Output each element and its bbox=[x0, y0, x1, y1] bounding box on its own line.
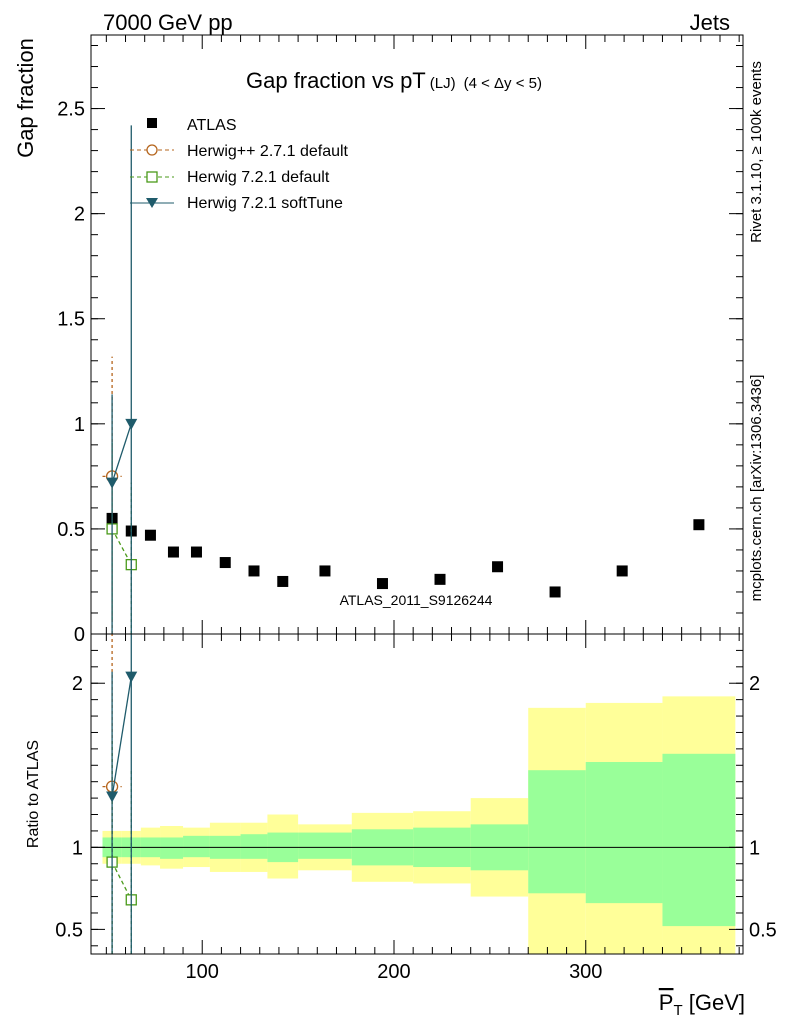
ratio-frame bbox=[90, 633, 744, 955]
ratio-xtick-label: 200 bbox=[377, 961, 410, 983]
main-atlas-point bbox=[167, 546, 179, 558]
legend-label-softtune: Herwig 7.2.1 softTune bbox=[187, 195, 343, 212]
main-axis-ticks: 0 0.5 1 1.5 2 2.5 bbox=[57, 35, 743, 646]
main-ytick-label: 0 bbox=[74, 624, 85, 646]
legend-label-herwigpp: Herwig++ 2.7.1 default bbox=[187, 143, 349, 160]
main-atlas-point bbox=[616, 565, 628, 577]
ratio-ytick-label-left: 1 bbox=[72, 837, 83, 859]
legend-marker-herwig721 bbox=[146, 171, 158, 183]
main-ytick-label: 2 bbox=[74, 204, 85, 226]
ratio-ytick-label-right: 0.5 bbox=[749, 919, 777, 941]
ratio-band-inner bbox=[183, 835, 210, 858]
ratio-xtick-label: 100 bbox=[186, 961, 219, 983]
ratio-band-inner bbox=[160, 837, 184, 859]
main-atlas-point bbox=[277, 575, 289, 587]
legend-label-herwig721: Herwig 7.2.1 default bbox=[187, 169, 330, 186]
process-label: Jets bbox=[690, 10, 730, 35]
ratio-band-inner bbox=[298, 832, 352, 859]
ratio-band-inner bbox=[662, 753, 736, 927]
main-atlas-point bbox=[376, 578, 388, 590]
legend-entry-herwig721: Herwig 7.2.1 default bbox=[130, 169, 330, 186]
ratio-ylabel: Ratio to ATLAS bbox=[25, 740, 42, 848]
main-atlas-point bbox=[248, 565, 260, 577]
ratio-herwig721-line bbox=[111, 861, 132, 901]
main-atlas-point bbox=[219, 557, 231, 569]
ratio-xtick-label: 300 bbox=[569, 961, 602, 983]
main-atlas-point bbox=[693, 519, 705, 531]
legend: ATLAS Herwig++ 2.7.1 default Herwig 7.2.… bbox=[130, 117, 349, 212]
ratio-band-inner bbox=[240, 834, 268, 859]
main-softtune-point bbox=[106, 477, 119, 489]
ratio-softtune-point bbox=[106, 791, 119, 803]
legend-marker-softtune bbox=[146, 198, 158, 208]
legend-entry-softtune: Herwig 7.2.1 softTune bbox=[130, 195, 343, 212]
main-atlas-point bbox=[434, 573, 446, 585]
main-ytick-label: 1.5 bbox=[57, 309, 85, 331]
main-panel: 0 0.5 1 1.5 2 2.5 Gap fraction vs pT (LJ) (4 < … bbox=[13, 34, 744, 646]
ratio-bands bbox=[102, 696, 736, 954]
legend-marker-atlas bbox=[147, 118, 157, 128]
main-ylabel: Gap fraction bbox=[13, 38, 38, 158]
mcplots-label: mcplots.cern.ch [arXiv:1306.3436] bbox=[748, 375, 765, 602]
ratio-band-inner bbox=[585, 762, 663, 904]
energy-label: 7000 GeV pp bbox=[103, 10, 233, 35]
main-atlas-point bbox=[144, 529, 156, 541]
ratio-panel: 0.5 0.5 1 1 2 2 100 200 300 Ratio to ATLAS bbox=[25, 633, 777, 983]
main-ytick-label: 1 bbox=[74, 414, 85, 436]
legend-marker-herwigpp bbox=[146, 144, 158, 156]
legend-entry-atlas: ATLAS bbox=[147, 117, 237, 134]
main-series bbox=[102, 125, 705, 634]
x-axis-title: PT [GeV] bbox=[659, 990, 745, 1019]
rivet-label: Rivet 3.1.10, ≥ 100k events bbox=[748, 61, 765, 243]
main-atlas-point bbox=[190, 546, 202, 558]
ratio-softtune-point bbox=[125, 671, 138, 683]
main-atlas-point bbox=[319, 565, 331, 577]
main-softtune-line bbox=[111, 423, 132, 483]
ratio-axis-ticks: 0.5 0.5 1 1 2 2 100 200 300 bbox=[55, 634, 777, 983]
legend-entry-herwigpp: Herwig++ 2.7.1 default bbox=[130, 143, 349, 160]
main-ytick-label: 0.5 bbox=[57, 519, 85, 541]
ratio-ytick-label-left: 0.5 bbox=[55, 919, 83, 941]
ratio-ytick-label-left: 2 bbox=[72, 673, 83, 695]
main-ytick-label: 2.5 bbox=[57, 99, 85, 121]
ratio-ytick-label-right: 1 bbox=[749, 837, 760, 859]
analysis-watermark: ATLAS_2011_S9126244 bbox=[340, 592, 493, 608]
plot-title: Gap fraction vs pT (LJ) (4 < Δy < 5) bbox=[246, 68, 542, 93]
ratio-band-inner bbox=[528, 770, 586, 894]
ratio-ytick-label-right: 2 bbox=[749, 673, 760, 695]
main-atlas-point bbox=[549, 586, 561, 598]
ratio-series bbox=[102, 634, 138, 954]
main-atlas-point bbox=[492, 561, 504, 573]
legend-label-atlas: ATLAS bbox=[187, 117, 237, 134]
ratio-softtune-line bbox=[111, 676, 132, 797]
main-softtune-point bbox=[125, 418, 138, 430]
